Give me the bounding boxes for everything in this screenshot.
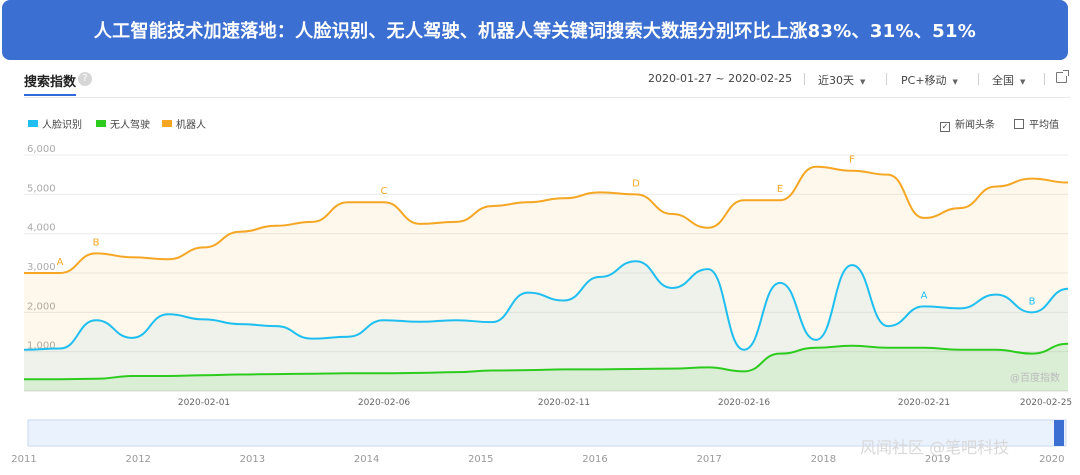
annotation-label: E [777,184,783,195]
legend-label: 人脸识别 [42,120,82,131]
checkbox-unchecked-icon [1014,119,1024,129]
news-headline-checkbox[interactable]: ✓ 新闻头条 [940,116,995,132]
toolbar-separator [886,73,887,85]
legend-swatch [28,120,38,127]
x-tick-label: 2020-02-06 [358,398,411,408]
y-tick-label: 2,000 [27,301,56,312]
toolbar-separator [1044,73,1045,85]
export-icon[interactable] [1056,70,1069,83]
y-tick-label: 4,000 [27,223,56,234]
annotation-label: C [381,186,388,197]
timeline-year-label: 2018 [811,454,836,465]
timeline-year-label: 2015 [468,454,493,465]
x-tick-label: 2020-02-21 [898,398,950,408]
y-tick-label: 3,000 [27,262,56,273]
series-line [23,260,1069,351]
search-index-chart: 1,000 2,000 3,000 4,000 5,000 6,000 A B C D E F A B 20… [11,144,1072,465]
legend-item-face[interactable]: 人脸识别 [28,116,82,131]
x-tick-label: 2020-02-16 [718,398,771,408]
date-range-picker[interactable]: 2020-01-27 ~ 2020-02-25 [648,72,792,85]
annotation-label: F [849,155,855,166]
y-tick-label: 5,000 [27,183,56,194]
date-range-text: 2020-01-27 ~ 2020-02-25 [648,72,793,85]
checkbox-label: 平均值 [1029,120,1059,131]
active-tab-underline [24,94,76,96]
legend-label: 无人驾驶 [110,120,150,131]
checkbox-checked-icon: ✓ [940,122,950,132]
x-tick-label: 2020-02-11 [538,398,590,408]
series-area [24,343,1068,391]
legend-swatch [96,120,106,127]
annotation-label: B [1029,296,1036,307]
timeline-year-label: 2013 [240,454,265,465]
headline-banner: 人工智能技术加速落地：人脸识别、无人驾驶、机器人等关键词搜索大数据分别环比上涨8… [2,0,1068,60]
timeline-navigator [27,419,1067,447]
timeline-year-label: 2020 [1039,454,1064,465]
headline-title: 人工智能技术加速落地：人脸识别、无人驾驶、机器人等关键词搜索大数据分别环比上涨8… [93,21,977,42]
legend-label: 机器人 [176,120,206,131]
legend-swatch [162,120,172,127]
series-area [24,261,1068,391]
timeline-year-label: 2016 [582,454,607,465]
device-label: PC+移动 [901,74,947,87]
timeline-year-label: 2017 [696,454,721,465]
x-tick-label: 2020-02-25 [1020,398,1072,408]
chart-series-group [23,165,1069,391]
toolbar: 搜索指数 ? 2020-01-27 ~ 2020-02-25 近30天 ▼ PC+… [24,64,1070,98]
caret-down-icon: ▼ [860,78,866,86]
legend-item-robot[interactable]: 机器人 [162,116,206,131]
period-dropdown[interactable]: 近30天 ▼ [818,72,865,88]
timeline-year-label: 2011 [11,454,36,465]
watermark: 风闻社区 @笔吧科技 [860,438,1010,457]
toolbar-separator [804,73,805,85]
source-label: @百度指数 [1010,371,1060,384]
series-line [24,165,1069,274]
average-checkbox[interactable]: 平均值 [1014,116,1059,131]
toolbar-separator [978,73,979,85]
y-tick-label: 6,000 [27,144,56,155]
y-tick-label: 1,000 [27,341,56,352]
timeline-year-label: 2019 [925,454,950,465]
period-label: 近30天 [818,74,854,87]
caret-down-icon: ▼ [1020,78,1026,86]
region-label: 全国 [992,74,1014,87]
annotation-label: B [93,237,100,248]
annotation-label: A [57,257,64,268]
series-line [24,342,1069,381]
page-title: 搜索指数 [24,75,77,90]
device-dropdown[interactable]: PC+移动 ▼ [901,72,958,88]
x-tick-label: 2020-02-01 [178,398,230,408]
region-dropdown[interactable]: 全国 ▼ [992,72,1025,88]
timeline-year-label: 2014 [354,454,379,465]
timeline-year-label: 2012 [125,454,150,465]
toolbar-divider [24,97,1070,98]
help-icon[interactable]: ? [78,72,92,86]
legend-item-driving[interactable]: 无人驾驶 [96,116,150,131]
annotation-label: D [632,178,640,189]
annotation-label: A [921,290,928,301]
caret-down-icon: ▼ [952,78,958,86]
timeline-range-handle [1054,420,1064,446]
checkbox-label: 新闻头条 [955,120,995,131]
